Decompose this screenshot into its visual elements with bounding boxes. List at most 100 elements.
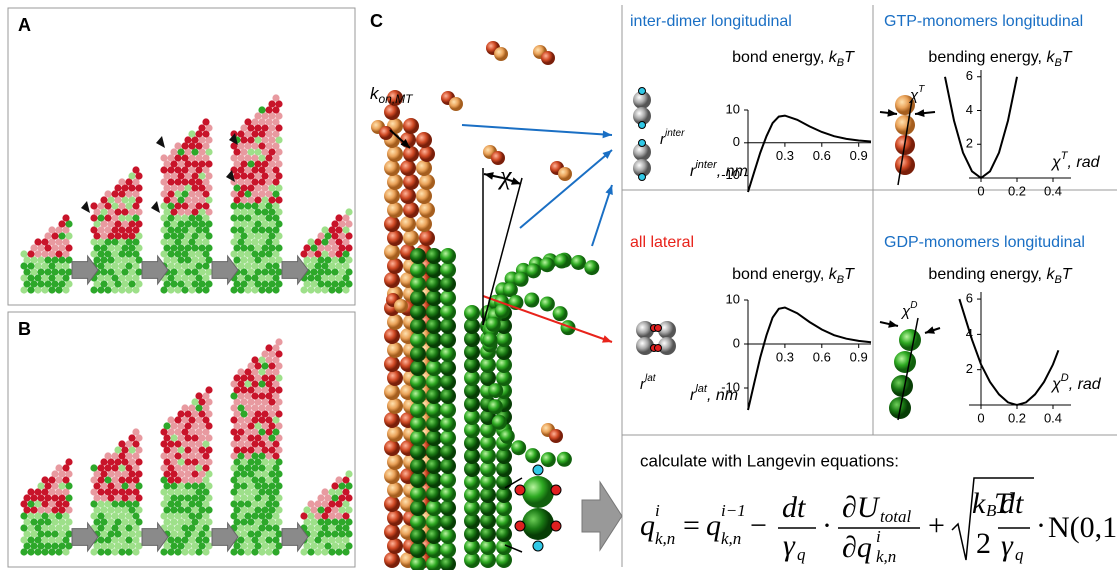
subunit bbox=[107, 494, 115, 502]
subunit bbox=[55, 250, 63, 258]
subunit bbox=[314, 286, 322, 294]
subunit bbox=[254, 148, 262, 156]
subunit bbox=[258, 416, 266, 424]
curve bbox=[747, 114, 872, 193]
subunit bbox=[324, 518, 332, 526]
subunit bbox=[125, 286, 133, 294]
sphere bbox=[400, 216, 416, 232]
subunit bbox=[62, 286, 70, 294]
subunit bbox=[100, 458, 108, 466]
subunit bbox=[251, 416, 259, 424]
subunit bbox=[37, 256, 45, 264]
subunit bbox=[107, 244, 115, 252]
subunit bbox=[37, 280, 45, 288]
sphere bbox=[496, 344, 512, 360]
subunit bbox=[97, 500, 105, 508]
subunit bbox=[135, 434, 143, 442]
subunit bbox=[135, 530, 143, 538]
subunit bbox=[198, 434, 206, 442]
subunit bbox=[114, 494, 122, 502]
subunit bbox=[132, 524, 140, 532]
sphere bbox=[426, 486, 442, 502]
subunit bbox=[247, 208, 255, 216]
subunit bbox=[230, 512, 238, 520]
subunit bbox=[23, 280, 31, 288]
subunit bbox=[272, 226, 280, 234]
subunit bbox=[58, 232, 66, 240]
subunit bbox=[100, 530, 108, 538]
subunit bbox=[335, 262, 343, 270]
subunit bbox=[121, 518, 129, 526]
subunit bbox=[135, 232, 143, 240]
sphere bbox=[658, 337, 676, 355]
subunit bbox=[254, 208, 262, 216]
subunit bbox=[51, 494, 59, 502]
subunit bbox=[125, 250, 133, 258]
subunit bbox=[314, 274, 322, 282]
subunit bbox=[160, 178, 168, 186]
subunit bbox=[240, 518, 248, 526]
subunit bbox=[104, 190, 112, 198]
subunit bbox=[97, 238, 105, 246]
sphere bbox=[636, 321, 654, 339]
subunit bbox=[104, 262, 112, 270]
subunit bbox=[230, 130, 238, 138]
subunit bbox=[107, 268, 115, 276]
subunit bbox=[247, 446, 255, 454]
subunit bbox=[275, 184, 283, 192]
y-tick-label: 4 bbox=[966, 102, 973, 117]
sphere bbox=[449, 97, 463, 111]
subunit bbox=[265, 344, 273, 352]
subunit bbox=[240, 256, 248, 264]
subunit bbox=[65, 220, 73, 228]
sphere bbox=[426, 304, 442, 320]
subunit bbox=[181, 250, 189, 258]
sphere bbox=[410, 304, 426, 320]
subunit bbox=[205, 458, 213, 466]
subunit bbox=[254, 410, 262, 418]
subunit bbox=[55, 548, 63, 556]
subunit bbox=[170, 256, 178, 264]
subunit bbox=[233, 160, 241, 168]
sphere bbox=[384, 244, 400, 260]
subunit bbox=[324, 494, 332, 502]
subunit bbox=[268, 482, 276, 490]
label-part: B bbox=[1054, 57, 1061, 69]
subunit bbox=[265, 166, 273, 174]
subunit bbox=[184, 494, 192, 502]
sphere bbox=[494, 47, 508, 61]
subunit bbox=[272, 344, 280, 352]
subunit bbox=[58, 268, 66, 276]
curve bbox=[944, 76, 1018, 180]
subunit bbox=[188, 190, 196, 198]
plot-title: all lateral bbox=[630, 234, 694, 251]
subunit bbox=[191, 232, 199, 240]
subunit bbox=[237, 190, 245, 198]
bond-site bbox=[550, 484, 562, 496]
subunit bbox=[170, 148, 178, 156]
subunit bbox=[174, 416, 182, 424]
subunit bbox=[198, 148, 206, 156]
subunit bbox=[240, 542, 248, 550]
subunit bbox=[251, 238, 259, 246]
subunit bbox=[258, 368, 266, 376]
subunit bbox=[170, 518, 178, 526]
x-tick-label: 0.6 bbox=[813, 349, 831, 364]
subunit bbox=[93, 280, 101, 288]
subunit bbox=[254, 232, 262, 240]
subunit bbox=[62, 274, 70, 282]
subunit bbox=[195, 190, 203, 198]
subunit bbox=[237, 380, 245, 388]
sphere bbox=[511, 440, 527, 456]
subunit bbox=[230, 440, 238, 448]
subunit bbox=[163, 422, 171, 430]
subunit bbox=[300, 512, 308, 520]
sphere bbox=[387, 202, 403, 218]
subunit bbox=[261, 362, 269, 370]
subunit bbox=[23, 256, 31, 264]
subunit bbox=[20, 512, 28, 520]
sphere bbox=[499, 428, 515, 444]
subunit bbox=[230, 380, 238, 388]
x-axis-label: rlat, nm bbox=[690, 383, 738, 404]
